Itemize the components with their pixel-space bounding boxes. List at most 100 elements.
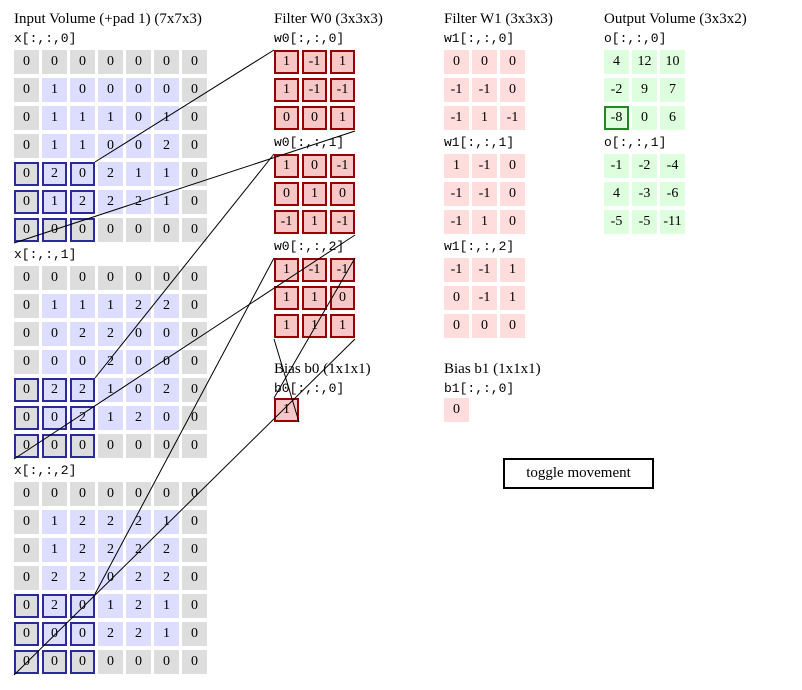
- output-cell: -6: [660, 182, 685, 206]
- input-pad-cell: 0: [42, 650, 67, 674]
- input-cell: 1: [42, 190, 67, 214]
- w0-filter-cell: -1: [330, 154, 355, 178]
- input-cell: 0: [70, 622, 95, 646]
- w0-filter-cell: 1: [274, 50, 299, 74]
- input-cell: 0: [98, 566, 123, 590]
- input-cell: 2: [98, 322, 123, 346]
- input-cell: 1: [154, 162, 179, 186]
- input-cell: 2: [98, 510, 123, 534]
- input-pad-cell: 0: [126, 266, 151, 290]
- input-cell: 2: [126, 406, 151, 430]
- input-pad-cell: 0: [42, 218, 67, 242]
- input-cell: 0: [42, 350, 67, 374]
- input-cell: 1: [70, 106, 95, 130]
- w1-filter-cell: 0: [500, 50, 525, 74]
- input-pad-cell: 0: [182, 78, 207, 102]
- bias-b1-title: Bias b1 (1x1x1): [444, 361, 541, 377]
- input-cell: 1: [98, 294, 123, 318]
- input-cell: 0: [42, 406, 67, 430]
- w1-slice-label: w1[:,:,1]: [444, 135, 515, 150]
- input-cell: 1: [154, 190, 179, 214]
- output-volume-title: Output Volume (3x3x2): [604, 11, 747, 27]
- input-slice-label: x[:,:,1]: [14, 247, 77, 262]
- input-cell: 0: [98, 78, 123, 102]
- input-pad-cell: 0: [14, 594, 39, 618]
- input-cell: 2: [70, 406, 95, 430]
- input-pad-cell: 0: [14, 78, 39, 102]
- input-pad-cell: 0: [182, 482, 207, 506]
- input-cell: 1: [70, 134, 95, 158]
- input-pad-cell: 0: [182, 322, 207, 346]
- input-cell: 1: [98, 406, 123, 430]
- w1-filter-cell: 0: [500, 78, 525, 102]
- w0-slice-label: w0[:,:,2]: [274, 239, 345, 254]
- toggle-movement-button[interactable]: toggle movement: [503, 458, 654, 489]
- input-cell: 0: [70, 350, 95, 374]
- input-cell: 0: [70, 162, 95, 186]
- w1-slice-label: w1[:,:,0]: [444, 31, 515, 46]
- output-cell: -2: [604, 78, 629, 102]
- input-cell: 2: [70, 510, 95, 534]
- w1-filter-cell: 1: [444, 154, 469, 178]
- input-cell: 0: [42, 322, 67, 346]
- input-pad-cell: 0: [182, 162, 207, 186]
- w0-slice-label: w0[:,:,1]: [274, 135, 345, 150]
- input-cell: 2: [126, 510, 151, 534]
- input-pad-cell: 0: [126, 218, 151, 242]
- input-pad-cell: 0: [154, 434, 179, 458]
- output-cell: 7: [660, 78, 685, 102]
- w1-filter-cell: -1: [444, 78, 469, 102]
- input-slice-label: x[:,:,2]: [14, 463, 77, 478]
- output-slice-label: o[:,:,0]: [604, 31, 667, 46]
- input-pad-cell: 0: [42, 266, 67, 290]
- output-cell: 9: [632, 78, 657, 102]
- output-cell: -4: [660, 154, 685, 178]
- input-volume-title: Input Volume (+pad 1) (7x7x3): [14, 11, 202, 27]
- input-cell: 0: [154, 322, 179, 346]
- input-cell: 1: [42, 294, 67, 318]
- input-cell: 2: [126, 190, 151, 214]
- w1-filter-cell: 0: [472, 50, 497, 74]
- b0-label: b0[:,:,0]: [274, 381, 345, 396]
- input-pad-cell: 0: [98, 434, 123, 458]
- w0-filter-cell: 1: [330, 50, 355, 74]
- input-cell: 2: [70, 566, 95, 590]
- input-pad-cell: 0: [14, 266, 39, 290]
- w1-filter-cell: 0: [500, 210, 525, 234]
- input-pad-cell: 0: [14, 162, 39, 186]
- input-cell: 1: [154, 106, 179, 130]
- input-pad-cell: 0: [98, 482, 123, 506]
- w0-filter-cell: -1: [302, 78, 327, 102]
- w1-filter-cell: -1: [472, 286, 497, 310]
- input-cell: 1: [42, 78, 67, 102]
- w0-filter-cell: 1: [274, 78, 299, 102]
- w0-filter-cell: -1: [302, 50, 327, 74]
- input-cell: 0: [42, 622, 67, 646]
- input-pad-cell: 0: [182, 190, 207, 214]
- w1-filter-cell: 1: [500, 286, 525, 310]
- output-slice-label: o[:,:,1]: [604, 135, 667, 150]
- input-pad-cell: 0: [182, 650, 207, 674]
- input-cell: 1: [42, 510, 67, 534]
- input-pad-cell: 0: [126, 482, 151, 506]
- input-pad-cell: 0: [70, 434, 95, 458]
- w1-filter-cell: -1: [444, 182, 469, 206]
- input-pad-cell: 0: [14, 406, 39, 430]
- output-cell: -5: [632, 210, 657, 234]
- w0-filter-cell: 0: [330, 182, 355, 206]
- input-pad-cell: 0: [14, 566, 39, 590]
- input-pad-cell: 0: [42, 482, 67, 506]
- input-pad-cell: 0: [14, 378, 39, 402]
- input-cell: 1: [98, 106, 123, 130]
- input-pad-cell: 0: [14, 106, 39, 130]
- input-pad-cell: 0: [98, 266, 123, 290]
- input-cell: 0: [126, 322, 151, 346]
- input-pad-cell: 0: [182, 406, 207, 430]
- w0-filter-cell: 0: [274, 106, 299, 130]
- w1-filter-cell: 0: [500, 314, 525, 338]
- input-pad-cell: 0: [14, 482, 39, 506]
- b1-label: b1[:,:,0]: [444, 381, 515, 396]
- input-cell: 2: [98, 622, 123, 646]
- output-cell: -1: [604, 154, 629, 178]
- input-cell: 0: [70, 594, 95, 618]
